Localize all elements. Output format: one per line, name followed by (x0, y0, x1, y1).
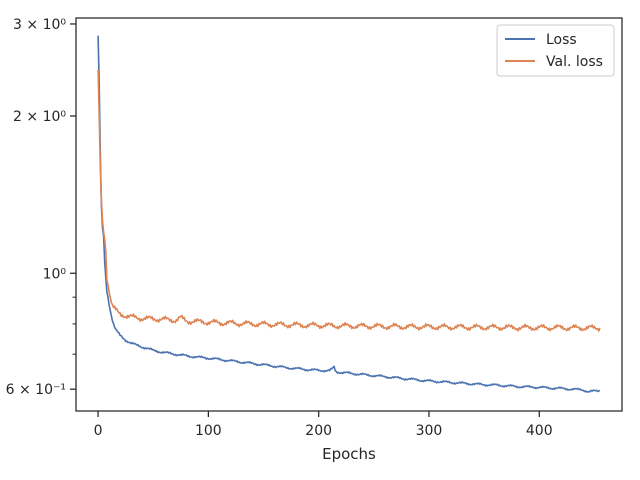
legend-box (496, 24, 615, 77)
x-tick-label: 400 (526, 423, 553, 439)
y-tick-label: 2 × 10⁰ (13, 109, 66, 125)
x-tick-label: 300 (416, 423, 443, 439)
legend-label-val-loss: Val. loss (546, 54, 603, 70)
y-tick-label: 3 × 10⁰ (13, 17, 66, 33)
x-axis: 0 100 200 300 400 (94, 411, 553, 439)
x-tick-label: 200 (305, 423, 332, 439)
x-tick-label: 100 (195, 423, 222, 439)
x-axis-label: Epochs (322, 445, 376, 463)
y-tick-label: 10⁰ (43, 266, 67, 282)
plot-series (97, 35, 601, 393)
legend: Loss Val. loss (496, 24, 615, 77)
y-tick-label: 6 × 10⁻¹ (6, 382, 66, 398)
legend-label-loss: Loss (546, 32, 577, 48)
series-line-val-loss (97, 69, 601, 332)
plot-frame (75, 17, 623, 412)
x-tick-label: 0 (94, 423, 103, 439)
y-axis: 6 × 10⁻¹ 10⁰ 2 × 10⁰ 3 × 10⁰ (6, 17, 76, 398)
series-line-loss (97, 35, 600, 393)
